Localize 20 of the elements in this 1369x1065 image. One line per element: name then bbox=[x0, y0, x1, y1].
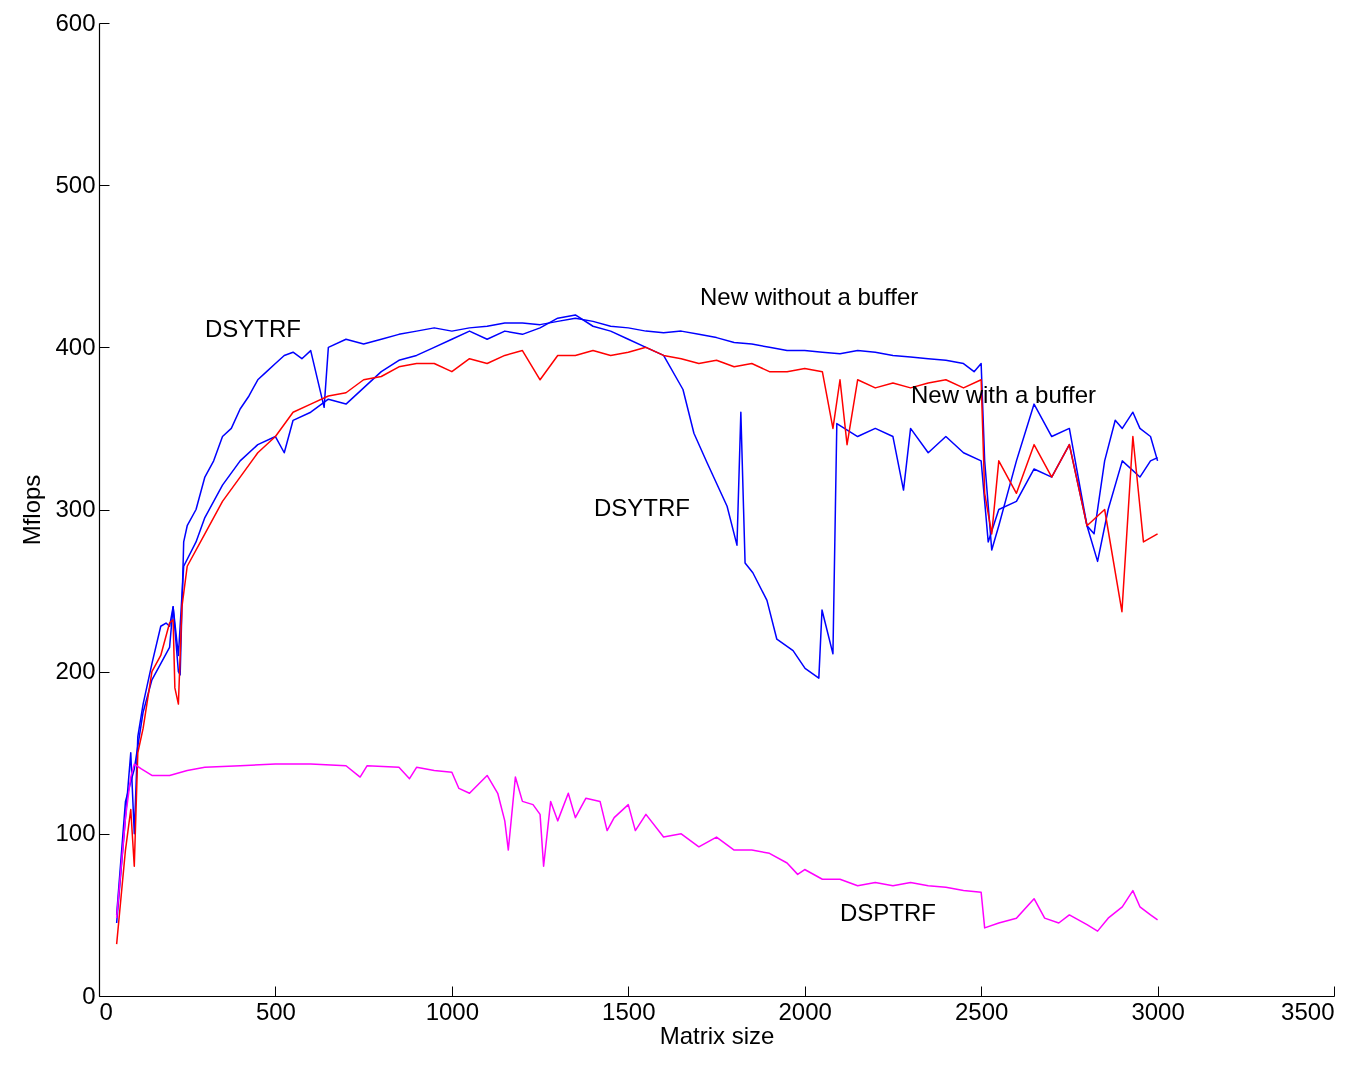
x-tick-label: 1000 bbox=[425, 997, 480, 1025]
y-tick-label: 200 bbox=[55, 657, 96, 685]
x-tick-label: 3500 bbox=[1281, 997, 1335, 1025]
annotation: DSYTRF bbox=[594, 494, 690, 521]
x-tick-label: 2500 bbox=[954, 997, 1009, 1025]
y-axis-title: Mflops bbox=[18, 474, 46, 546]
annotation: New without a buffer bbox=[700, 283, 919, 310]
x-tick-label: 1500 bbox=[602, 997, 656, 1025]
x-tick-label: 3000 bbox=[1131, 997, 1185, 1025]
x-axis-title: Matrix size bbox=[659, 1021, 775, 1049]
x-tick-label: 500 bbox=[255, 997, 296, 1025]
y-tick-label: 400 bbox=[55, 332, 96, 360]
y-tick-label: 100 bbox=[55, 819, 96, 847]
x-tick-label: 2000 bbox=[778, 997, 832, 1025]
annotation: DSYTRF bbox=[205, 315, 301, 342]
x-tick-label: 0 bbox=[99, 997, 113, 1025]
annotation: DSPTRF bbox=[840, 899, 936, 926]
y-tick-label: 300 bbox=[55, 495, 96, 522]
y-tick-label: 500 bbox=[55, 170, 96, 198]
y-tick-label: 600 bbox=[55, 8, 96, 36]
